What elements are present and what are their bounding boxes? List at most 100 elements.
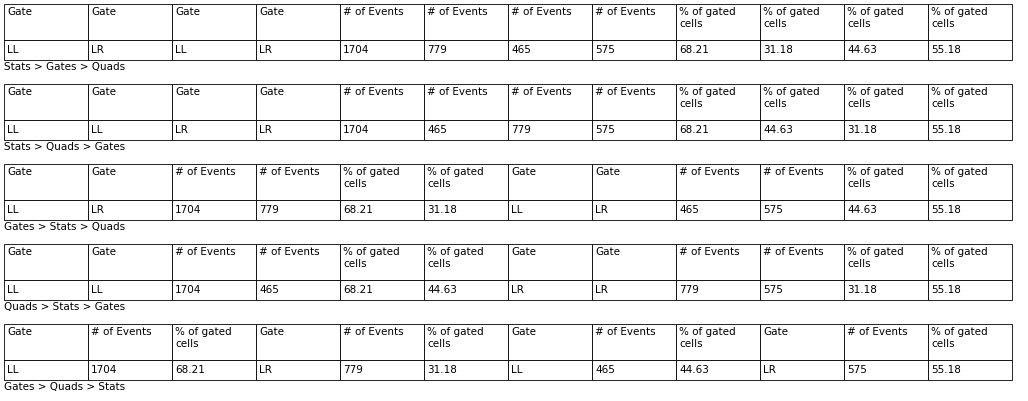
Bar [676, 280, 760, 300]
Bar [88, 360, 172, 380]
Bar [88, 120, 172, 140]
Text: # of Events: # of Events [595, 7, 656, 17]
Text: 465: 465 [680, 205, 699, 215]
Bar [424, 324, 508, 360]
Text: 1704: 1704 [343, 125, 369, 135]
Bar [4, 84, 88, 120]
Bar [340, 324, 424, 360]
Bar [88, 40, 172, 60]
Text: 44.63: 44.63 [427, 285, 456, 295]
Text: # of Events: # of Events [427, 7, 487, 17]
Text: Gate: Gate [259, 327, 284, 337]
Bar [4, 244, 88, 280]
Bar [172, 84, 256, 120]
Text: 575: 575 [763, 205, 783, 215]
Bar [340, 200, 424, 220]
Text: # of Events: # of Events [259, 167, 320, 177]
Text: # of Events: # of Events [175, 247, 235, 257]
Text: 31.18: 31.18 [763, 45, 793, 55]
Bar [340, 84, 424, 120]
Text: 44.63: 44.63 [847, 205, 877, 215]
Text: 55.18: 55.18 [931, 365, 961, 375]
Text: LL: LL [511, 205, 522, 215]
Bar [88, 4, 172, 40]
Text: 68.21: 68.21 [680, 125, 709, 135]
Bar [928, 164, 1012, 200]
Bar [172, 324, 256, 360]
Text: Gate: Gate [595, 167, 620, 177]
Bar [844, 244, 928, 280]
Text: 779: 779 [343, 365, 363, 375]
Bar [592, 280, 676, 300]
Bar [340, 280, 424, 300]
Text: Gate: Gate [7, 247, 32, 257]
Bar [4, 200, 88, 220]
Text: 68.21: 68.21 [680, 45, 709, 55]
Bar [256, 324, 340, 360]
Bar [172, 200, 256, 220]
Bar [256, 280, 340, 300]
Bar [844, 280, 928, 300]
Text: Gate: Gate [259, 87, 284, 97]
Text: % of gated
cells: % of gated cells [343, 167, 400, 188]
Bar [4, 164, 88, 200]
Bar [844, 4, 928, 40]
Bar [760, 244, 844, 280]
Bar [424, 164, 508, 200]
Text: % of gated
cells: % of gated cells [343, 247, 400, 269]
Bar [592, 244, 676, 280]
Bar [928, 244, 1012, 280]
Text: % of gated
cells: % of gated cells [680, 327, 736, 348]
Bar [592, 200, 676, 220]
Bar [340, 40, 424, 60]
Text: LL: LL [7, 125, 19, 135]
Bar [676, 40, 760, 60]
Bar [172, 120, 256, 140]
Bar [928, 84, 1012, 120]
Bar [928, 4, 1012, 40]
Text: # of Events: # of Events [511, 87, 572, 97]
Bar [928, 40, 1012, 60]
Text: % of gated
cells: % of gated cells [931, 247, 988, 269]
Bar [676, 84, 760, 120]
Text: LR: LR [259, 45, 271, 55]
Bar [508, 280, 592, 300]
Text: LR: LR [175, 125, 188, 135]
Bar [424, 120, 508, 140]
Text: 1704: 1704 [175, 285, 201, 295]
Bar [340, 120, 424, 140]
Text: 779: 779 [511, 125, 530, 135]
Text: LL: LL [175, 45, 186, 55]
Text: LR: LR [511, 285, 524, 295]
Text: Gate: Gate [511, 327, 536, 337]
Text: # of Events: # of Events [259, 247, 320, 257]
Bar [424, 280, 508, 300]
Bar [760, 84, 844, 120]
Text: 465: 465 [511, 45, 530, 55]
Bar [4, 324, 88, 360]
Bar [256, 40, 340, 60]
Bar [676, 244, 760, 280]
Text: LR: LR [91, 45, 104, 55]
Text: # of Events: # of Events [763, 167, 823, 177]
Bar [928, 360, 1012, 380]
Text: % of gated
cells: % of gated cells [680, 87, 736, 109]
Bar [340, 244, 424, 280]
Text: LR: LR [91, 205, 104, 215]
Bar [844, 120, 928, 140]
Text: Gate: Gate [7, 7, 32, 17]
Bar [508, 120, 592, 140]
Bar [844, 324, 928, 360]
Bar [424, 200, 508, 220]
Bar [256, 244, 340, 280]
Bar [4, 40, 88, 60]
Text: 575: 575 [595, 45, 615, 55]
Text: Quads > Stats > Gates: Quads > Stats > Gates [4, 302, 125, 312]
Text: 31.18: 31.18 [847, 285, 877, 295]
Text: LL: LL [7, 205, 19, 215]
Bar [592, 120, 676, 140]
Text: # of Events: # of Events [91, 327, 151, 337]
Text: LR: LR [259, 125, 271, 135]
Text: Gate: Gate [175, 87, 200, 97]
Text: Gate: Gate [91, 7, 116, 17]
